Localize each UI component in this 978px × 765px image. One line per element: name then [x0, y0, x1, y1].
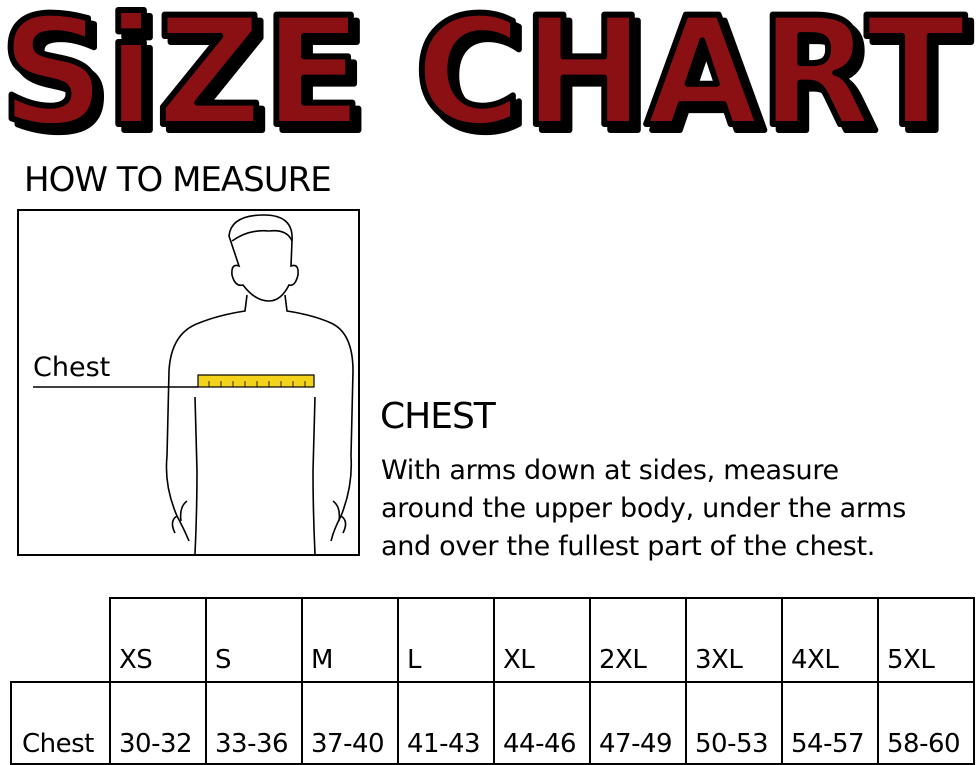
chest-value: 54-57 — [781, 681, 879, 765]
size-5xl: 5XL — [877, 597, 975, 683]
instruction-line: around the upper body, under the arms — [381, 493, 907, 524]
figure-chest-label: Chest — [33, 352, 111, 383]
title-text: SiZE CHART — [0, 0, 966, 142]
chest-value: 30-32 — [109, 681, 207, 765]
size-4xl: 4XL — [781, 597, 879, 683]
size-table: XS S M L XL 2XL 3XL 4XL 5XL Chest 30-32 … — [10, 597, 975, 765]
instruction-line: and over the fullest part of the chest. — [381, 531, 876, 562]
instruction-line: With arms down at sides, measure — [381, 455, 839, 486]
body-outline-illustration — [33, 214, 354, 555]
size-m: M — [301, 597, 399, 683]
table-row: Chest 30-32 33-36 37-40 41-43 44-46 47-4… — [10, 681, 975, 765]
chest-value: 50-53 — [685, 681, 783, 765]
size-xs: XS — [109, 597, 207, 683]
size-l: L — [397, 597, 495, 683]
empty-corner-cell — [11, 598, 110, 683]
chest-value: 33-36 — [205, 681, 303, 765]
measure-figure — [17, 209, 360, 556]
size-2xl: 2XL — [589, 597, 687, 683]
how-to-measure-heading: HOW TO MEASURE — [24, 160, 332, 200]
chest-value: 58-60 — [877, 681, 975, 765]
chest-value: 37-40 — [301, 681, 399, 765]
measuring-tape — [197, 374, 315, 388]
row-label-chest: Chest — [10, 681, 111, 765]
chest-value: 47-49 — [589, 681, 687, 765]
size-xl: XL — [493, 597, 591, 683]
size-3xl: 3XL — [685, 597, 783, 683]
chest-value: 44-46 — [493, 681, 591, 765]
chest-instructions: With arms down at sides, measure around … — [381, 452, 978, 566]
chest-heading: CHEST — [380, 396, 496, 437]
size-s: S — [205, 597, 303, 683]
chest-value: 41-43 — [397, 681, 495, 765]
size-header-row: XS S M L XL 2XL 3XL 4XL 5XL — [11, 597, 975, 683]
size-chart-title: SiZE CHART — [0, 0, 969, 142]
